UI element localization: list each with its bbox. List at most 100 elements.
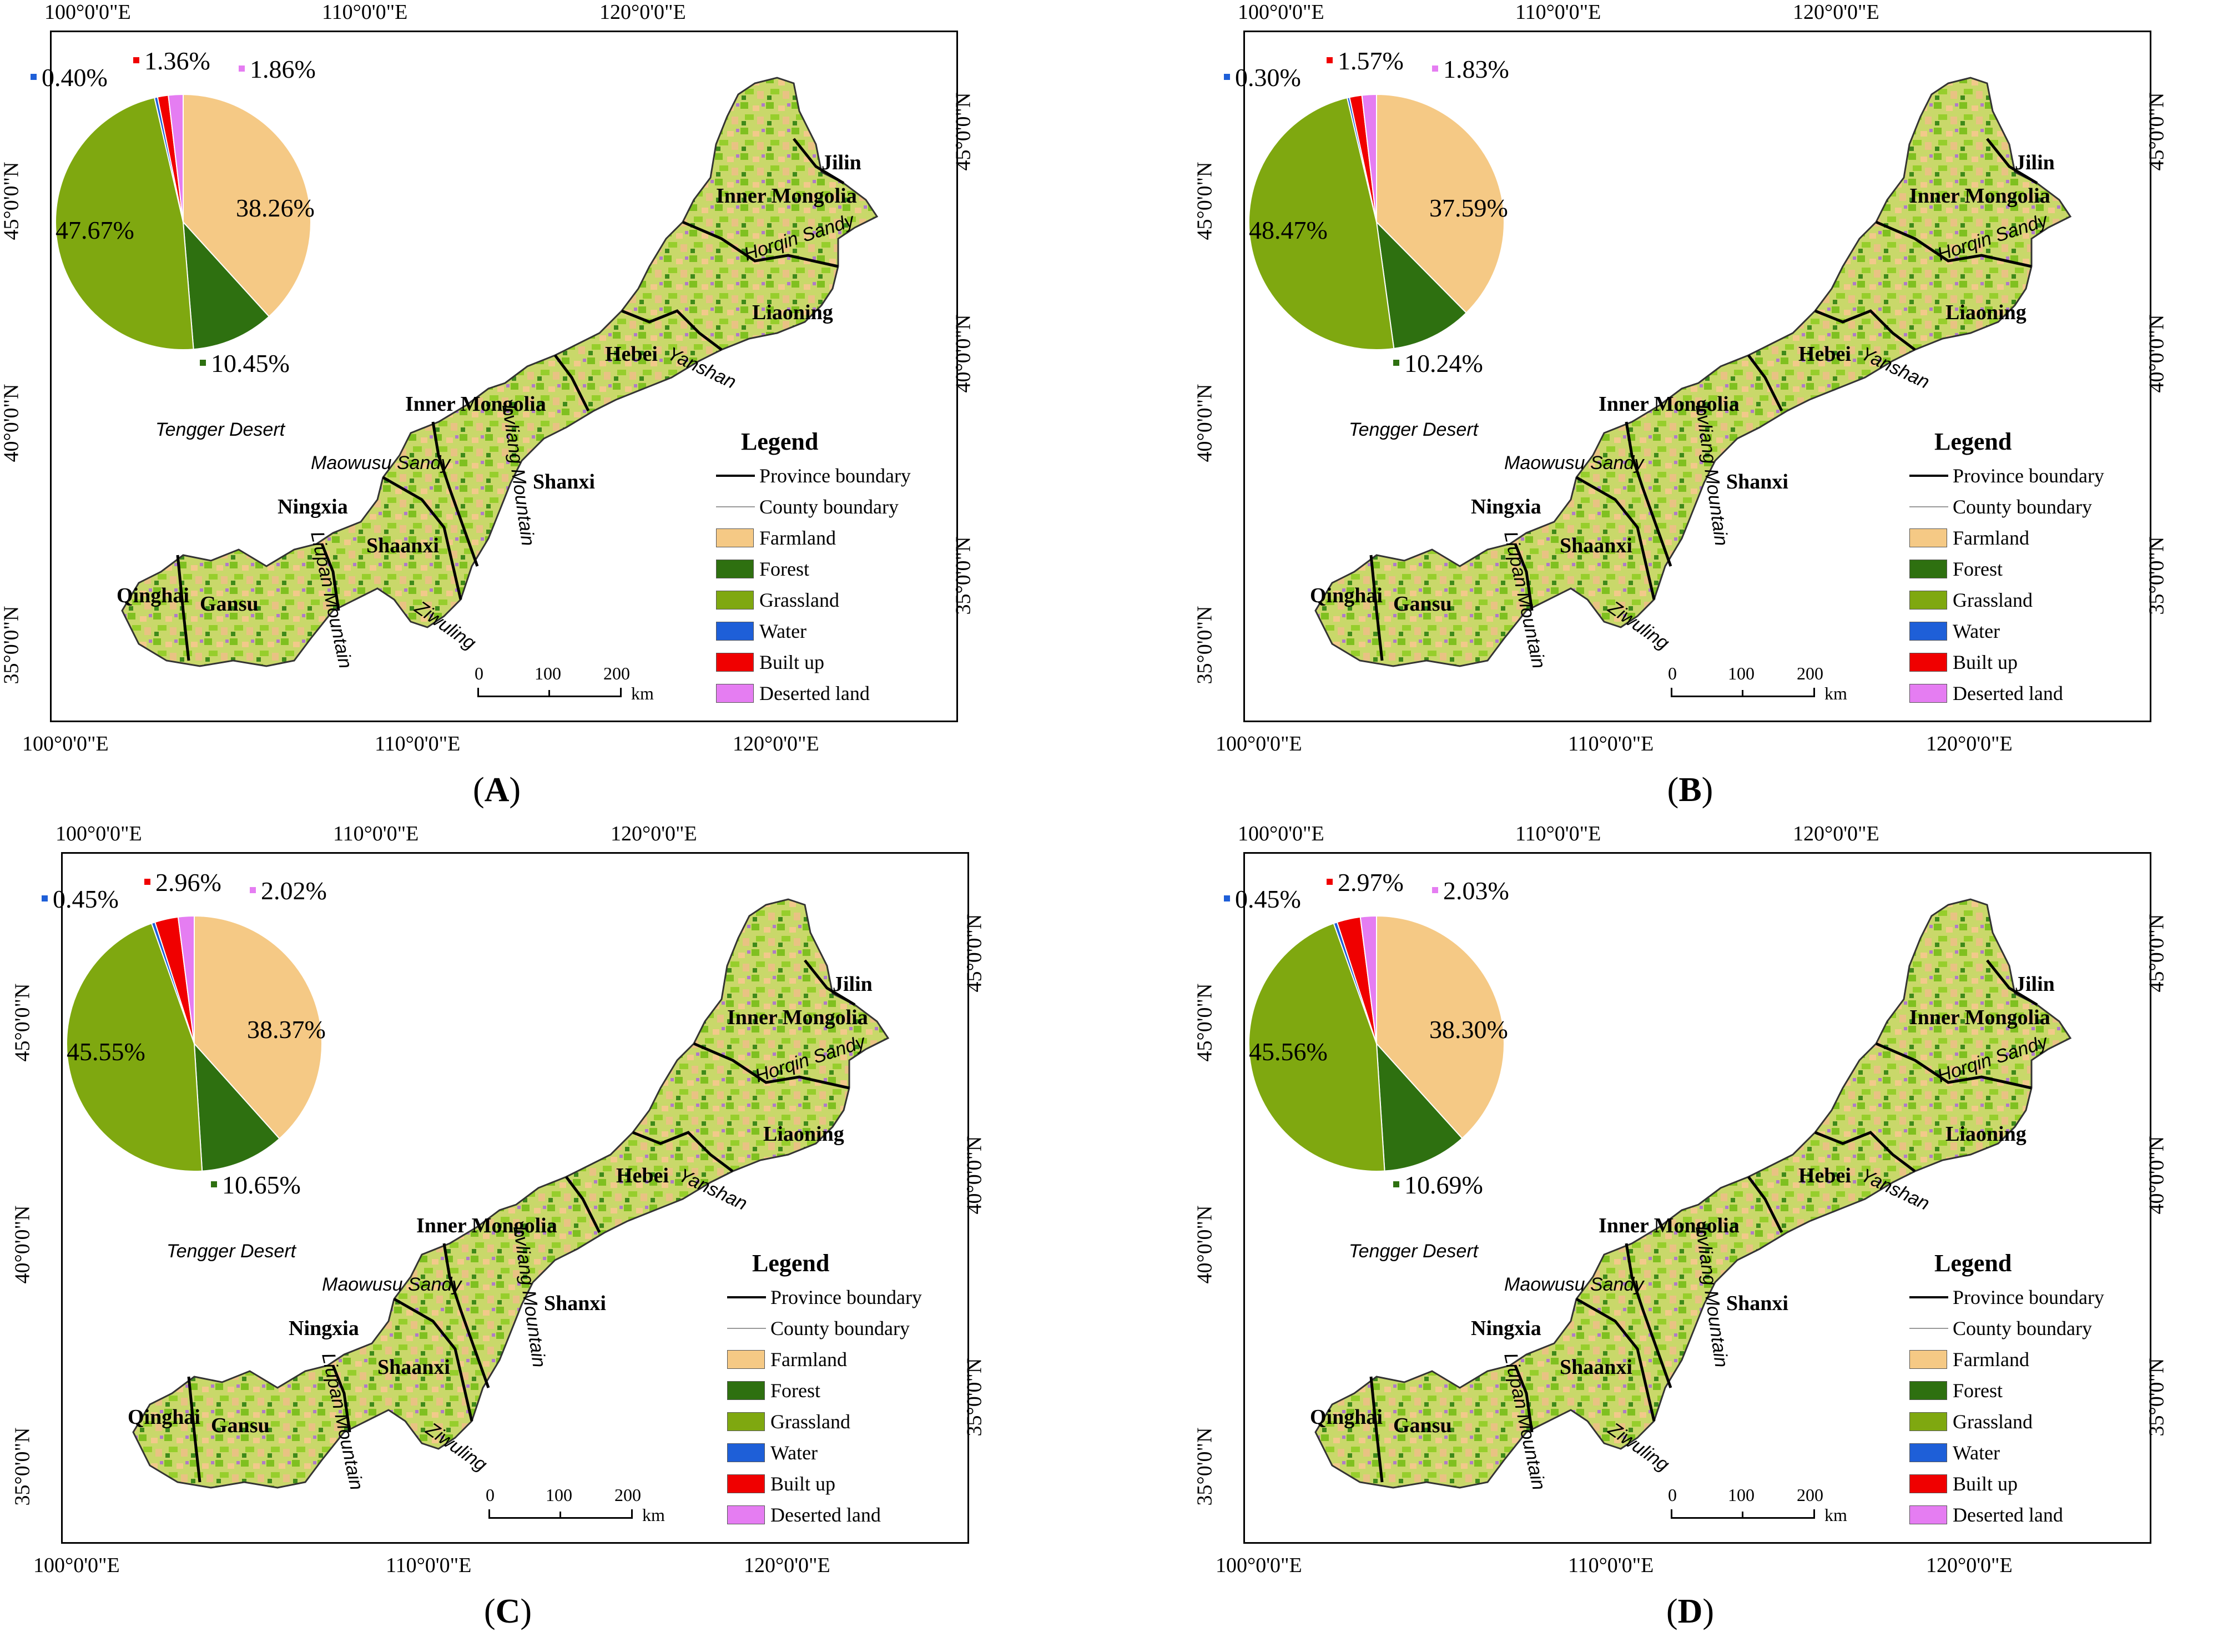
legend-label: Farmland	[1953, 1348, 2029, 1371]
pie-label-marker	[211, 1181, 217, 1187]
bottom-lon-label: 100°0'0"E	[22, 732, 109, 756]
land-use-pie-chart: 38.37% 10.65% 45.55% 0.45% 2.96% 2.02%	[42, 868, 327, 1199]
province-boundary	[1986, 138, 2038, 185]
legend-label: Water	[770, 1442, 818, 1464]
legend-item-farmland: Farmland	[716, 522, 966, 553]
legend-label: Built up	[770, 1473, 836, 1495]
top-lon-label: 100°0'0"E	[44, 1, 131, 24]
legend-label: Province boundary	[759, 465, 911, 487]
farmland-swatch	[716, 528, 754, 547]
label-shaanxi: Shaanxi	[1560, 1356, 1632, 1379]
legend-label: Farmland	[770, 1348, 847, 1371]
legend-item-built-up: Built up	[1909, 1468, 2159, 1499]
land-use-map: Jilin Inner Mongolia Horqin Sandy Liaoni…	[42, 868, 890, 1492]
pie-label-water: 0.30%	[1235, 63, 1301, 92]
pie-slice-grassland	[55, 97, 194, 350]
legend-item-forest: Forest	[716, 553, 966, 585]
scale-tick	[631, 1509, 633, 1518]
label-ningxia: Ningxia	[278, 495, 348, 518]
map-panel-c: 100°0'0"E 110°0'0"E 120°0'0"E 45°0'0"N 4…	[11, 822, 1116, 1643]
land-use-pie-chart: 38.26% 10.45% 47.67% 0.40% 1.36% 1.86%	[31, 47, 316, 377]
pie-slice-farmland	[183, 93, 311, 318]
legend-label: Deserted land	[1953, 1504, 2063, 1526]
pie-label-marker	[1327, 57, 1333, 63]
legend-label: Farmland	[1953, 527, 2029, 549]
province-boundary	[1575, 476, 1656, 600]
province-boundary	[1814, 309, 1916, 351]
land-use-map: Jilin Inner Mongolia Horqin Sandy Liaoni…	[31, 47, 879, 671]
legend-label: Forest	[1953, 558, 2003, 580]
label-inner-mongolia-ne: Inner Mongolia	[1909, 1006, 2050, 1029]
forest-swatch	[727, 1381, 765, 1400]
pie-label-marker	[42, 895, 48, 901]
province-boundary	[1814, 1131, 1916, 1172]
top-lon-label: 110°0'0"E	[333, 822, 419, 845]
legend-title: Legend	[741, 428, 819, 455]
province-boundary	[320, 543, 340, 611]
label-qinghai: Qinghai	[128, 1406, 200, 1429]
province-boundary	[621, 309, 723, 351]
farmland-swatch	[727, 1350, 765, 1369]
scale-unit: km	[642, 1505, 665, 1525]
pie-label-marker	[239, 66, 245, 72]
label-hebei: Hebei	[1798, 1164, 1851, 1187]
scale-tick	[1671, 1509, 1672, 1518]
panel-caption: (D)	[1666, 1593, 1715, 1630]
legend-label: Deserted land	[1953, 682, 2063, 704]
province-boundary	[1625, 1243, 1672, 1388]
province-boundary	[632, 1131, 734, 1172]
pie-label-marker	[1224, 74, 1230, 80]
built-up-swatch	[727, 1474, 765, 1493]
bottom-lon-label: 110°0'0"E	[1568, 732, 1654, 756]
pie-label-forest: 10.24%	[1404, 349, 1483, 377]
pie-label-marker	[144, 879, 150, 885]
legend-label: Water	[1953, 620, 2000, 642]
built-up-swatch	[716, 653, 754, 672]
legend-label: County boundary	[1953, 1317, 2092, 1339]
panel-letter: D	[1677, 1593, 1703, 1630]
legend-label: Forest	[770, 1379, 820, 1402]
label-jilin: Jilin	[2015, 151, 2055, 174]
pie-label-grassland: 45.55%	[67, 1037, 145, 1066]
scale-unit: km	[1824, 1505, 1847, 1525]
legend-item-farmland: Farmland	[727, 1344, 977, 1375]
legend-item-water: Water	[1909, 616, 2159, 647]
pie-label-marker	[31, 74, 37, 80]
pie-slice-deserted-land	[1361, 93, 1377, 223]
legend-label: Province boundary	[1953, 1286, 2104, 1308]
top-lon-label: 110°0'0"E	[1515, 1, 1601, 24]
label-shanxi: Shanxi	[533, 470, 595, 493]
label-jilin: Jilin	[833, 973, 873, 996]
pie-slice-forest	[182, 220, 270, 350]
province-boundary	[565, 1176, 601, 1233]
label-inner-mongolia-w: Inner Mongolia	[1599, 392, 1740, 416]
map-panel-d: 100°0'0"E 110°0'0"E 120°0'0"E 45°0'0"N 4…	[1193, 822, 2218, 1643]
deserted-land-swatch	[716, 684, 754, 703]
label-gansu: Gansu	[200, 592, 259, 616]
province-boundary	[1514, 543, 1534, 611]
province-line-swatch	[1909, 1296, 1948, 1298]
province-boundary	[431, 421, 479, 567]
legend-item-built-up: Built up	[716, 647, 966, 678]
scale-tick-label: 0	[1668, 663, 1677, 683]
label-shaanxi: Shaanxi	[1560, 534, 1632, 557]
label-tengger-desert: Tengger Desert	[1349, 1241, 1479, 1262]
pie-label-built-up: 2.96%	[155, 868, 221, 896]
legend-label: Deserted land	[759, 682, 870, 704]
legend-label: Grassland	[1953, 589, 2033, 611]
legend-item-water: Water	[727, 1437, 977, 1468]
bottom-lon-label: 100°0'0"E	[33, 1554, 120, 1577]
province-boundary	[1747, 354, 1783, 412]
pie-label-built-up: 1.36%	[144, 47, 210, 75]
province-boundary	[1747, 1176, 1783, 1233]
label-liaoning: Liaoning	[1945, 301, 2027, 324]
legend-item-farmland: Farmland	[1909, 522, 2159, 553]
legend-label: County boundary	[759, 496, 899, 518]
province-line-swatch	[727, 1296, 766, 1298]
scale-tick-label: 0	[486, 1485, 495, 1505]
pie-slice-farmland	[1376, 93, 1505, 314]
pie-label-deserted-land: 2.02%	[261, 877, 327, 905]
scale-tick	[548, 690, 550, 697]
panel-letter: B	[1678, 771, 1702, 809]
map-panel-a: 100°0'0"E 110°0'0"E 120°0'0"E 45°0'0"N 4…	[0, 0, 1105, 822]
